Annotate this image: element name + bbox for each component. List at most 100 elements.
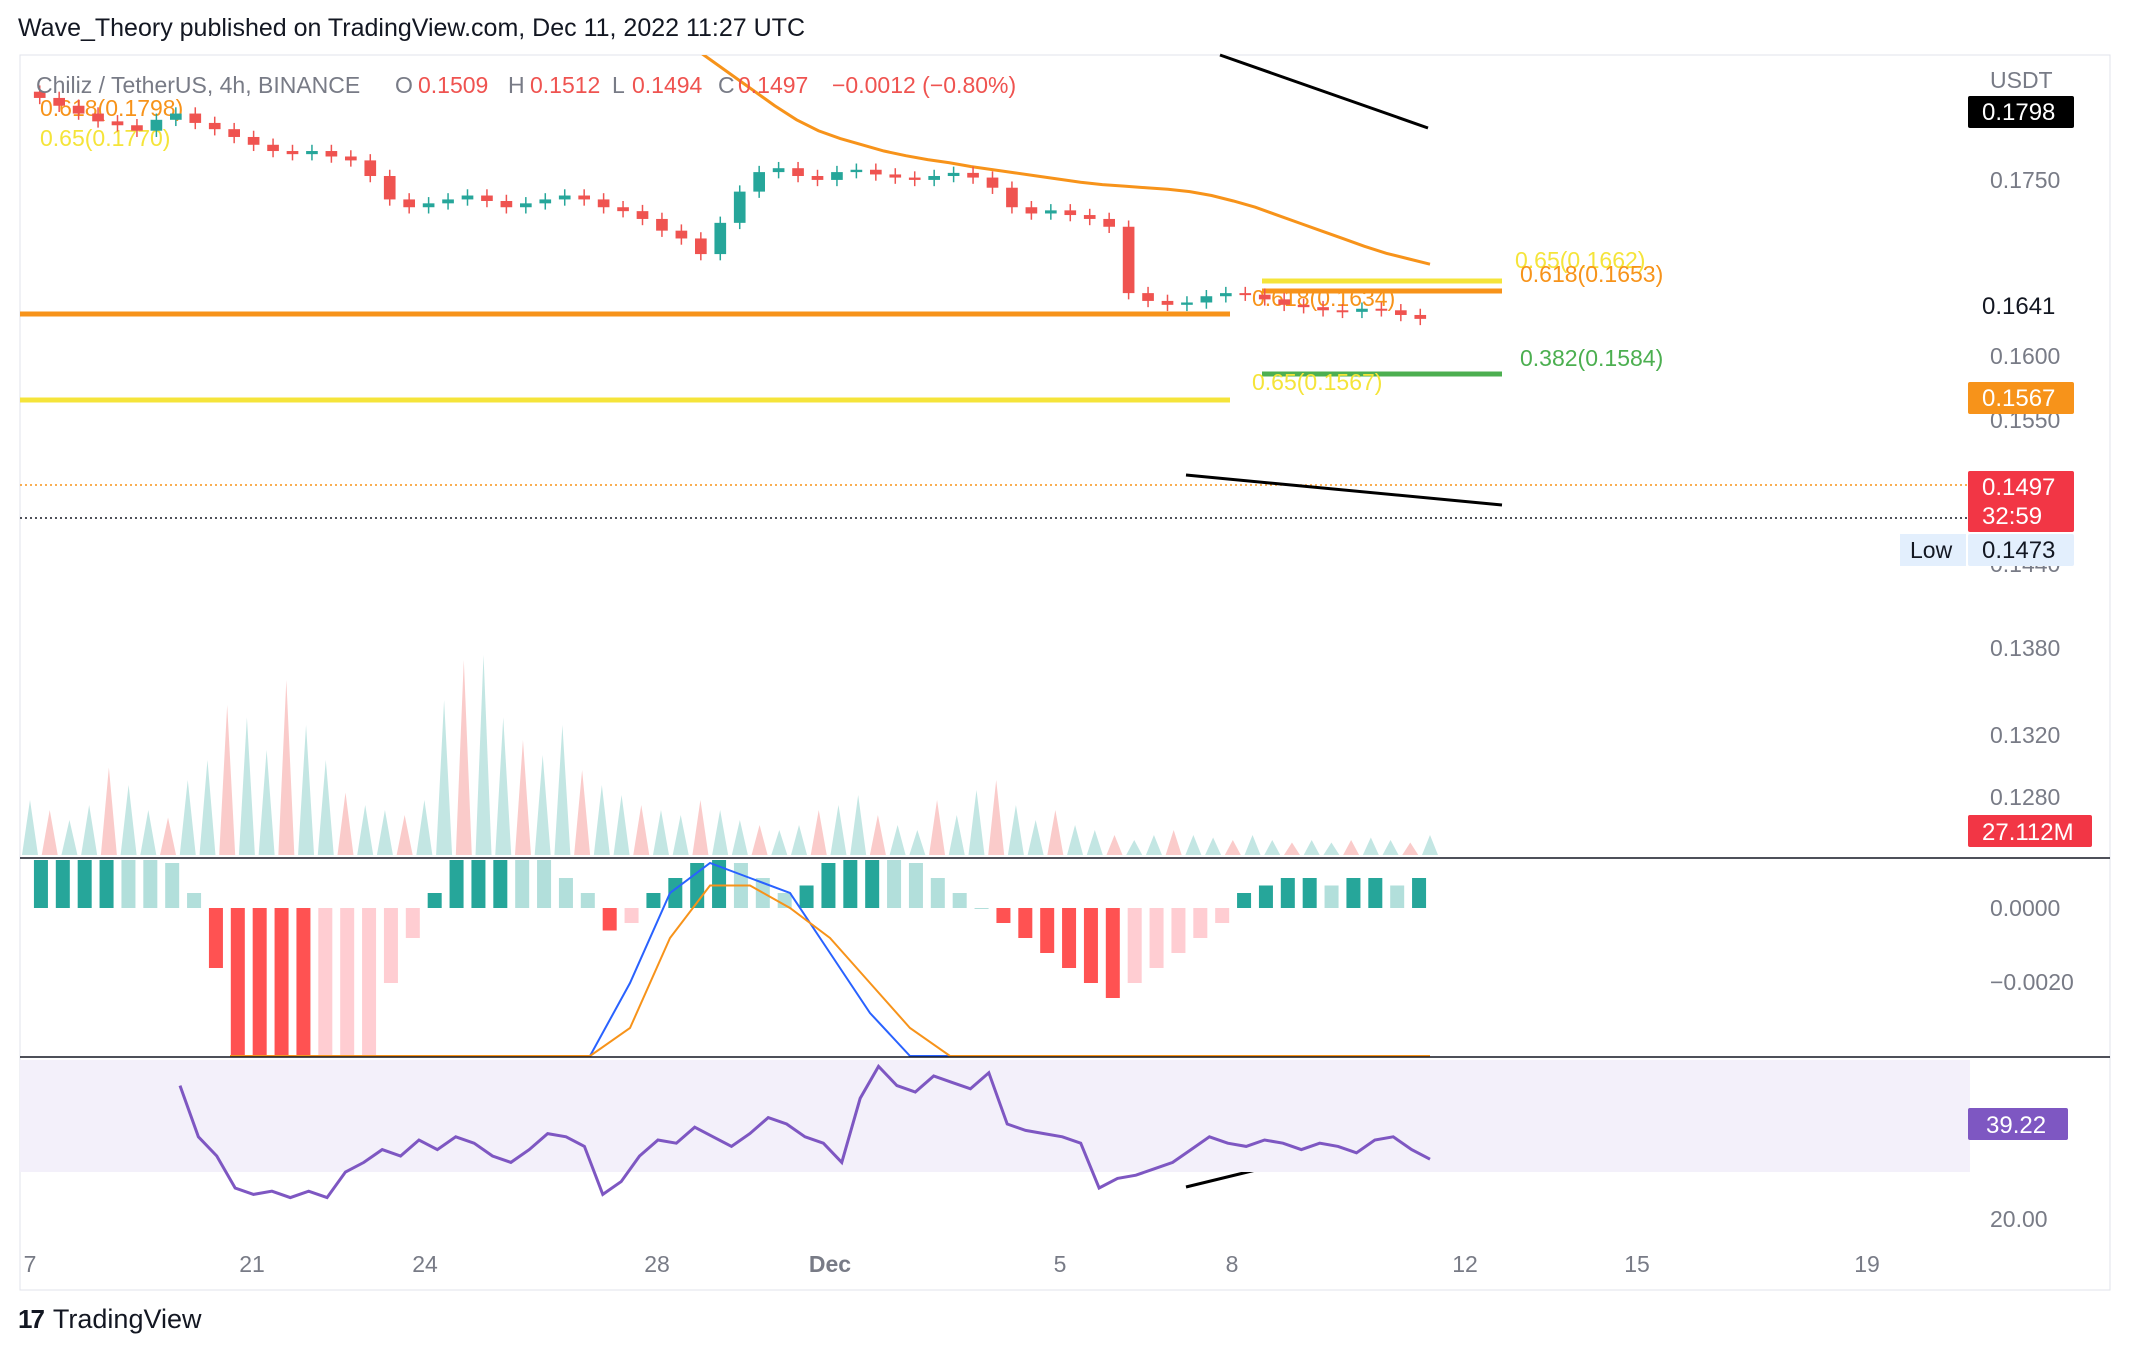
time-axis-label: 15 <box>1624 1251 1650 1277</box>
macd-histogram-bar <box>1412 878 1427 908</box>
macd-histogram-bar <box>187 893 202 908</box>
macd-histogram-bar <box>974 908 989 909</box>
time-axis-label: 7 <box>24 1251 37 1277</box>
candle-body <box>247 136 260 145</box>
macd-axis-tick: −0.0020 <box>1990 969 2074 995</box>
candle-body <box>675 230 688 239</box>
candle-body <box>1258 294 1271 300</box>
macd-histogram-bar <box>515 860 530 908</box>
level-label: 0.65(0.1567) <box>1252 369 1382 395</box>
candle-body <box>33 91 46 98</box>
price-axis-tick: 0.1750 <box>1990 167 2060 193</box>
macd-histogram-bar <box>777 893 792 908</box>
candle-body <box>792 168 804 177</box>
rsi-badge-value: 39.22 <box>1986 1112 2046 1139</box>
macd-histogram-bar <box>230 908 245 1056</box>
candle-body <box>1414 314 1427 319</box>
macd-histogram-bar <box>405 908 420 938</box>
legend-text: −0.0012 (−0.80%) <box>832 72 1016 98</box>
price-axis-tick: 0.1600 <box>1990 343 2060 369</box>
candle-body <box>656 218 668 231</box>
macd-histogram-bar <box>865 860 880 908</box>
candle-body <box>597 199 610 208</box>
candle-body <box>889 174 902 178</box>
level-label: 0.382(0.1584) <box>1520 345 1663 371</box>
candle-body <box>714 222 727 255</box>
moving-average-line <box>701 55 1431 266</box>
macd-histogram-bar <box>580 893 595 908</box>
macd-histogram-bar <box>799 885 814 908</box>
macd-histogram-bar <box>296 908 311 1056</box>
time-axis-label: Dec <box>809 1251 851 1277</box>
price-badge-value: 0.1641 <box>1982 293 2055 320</box>
time-axis-label: 5 <box>1054 1251 1067 1277</box>
macd-histogram-bar <box>1324 885 1339 908</box>
macd-histogram-bar <box>843 860 858 908</box>
macd-axis-tick: 0.0000 <box>1990 895 2060 921</box>
publisher-header: Wave_Theory published on TradingView.com… <box>18 14 806 42</box>
trendline-upper <box>1219 53 1429 130</box>
candle-body <box>92 113 104 122</box>
legend-text: Chiliz / TetherUS, 4h, BINANCE <box>36 72 360 98</box>
candle-body <box>1200 296 1213 303</box>
macd-histogram-bar <box>624 908 639 923</box>
price-badge <box>1968 471 2074 503</box>
price-badge-label: Low <box>1910 537 1953 563</box>
legend-text: 0.1497 <box>738 72 808 98</box>
tradingview-brand[interactable]: 17 TradingView <box>18 1304 202 1335</box>
macd-histogram-bar <box>1127 908 1142 983</box>
candle-body <box>558 195 571 200</box>
macd-histogram-bar <box>1302 878 1317 908</box>
candle-body <box>1317 307 1329 311</box>
legend-text: O <box>395 72 413 98</box>
candle-body <box>947 172 960 177</box>
macd-histogram-bar <box>1215 908 1230 923</box>
macd-histogram-bar <box>712 860 727 908</box>
candle-body <box>1064 210 1077 216</box>
candle-body <box>1375 308 1388 311</box>
candle-body <box>267 144 279 152</box>
macd-histogram-bar <box>558 878 573 908</box>
macd-histogram-bar <box>1171 908 1186 953</box>
price-axis-tick: 0.1380 <box>1990 635 2060 661</box>
macd-histogram-bar <box>1258 885 1273 908</box>
candle-body <box>170 113 182 120</box>
candle-body <box>228 129 240 137</box>
candle-body <box>967 172 979 178</box>
volume-badge <box>1968 815 2092 847</box>
price-badge-value: 32:59 <box>1982 503 2042 530</box>
macd-histogram-bar <box>646 893 661 908</box>
macd-histogram-bar <box>383 908 398 983</box>
macd-histogram-bar <box>165 863 180 908</box>
macd-histogram-bar <box>1062 908 1077 968</box>
macd-histogram-bar <box>340 908 355 1056</box>
time-axis-label: 8 <box>1226 1251 1239 1277</box>
candle-body <box>753 172 765 192</box>
time-axis-label: 24 <box>412 1251 438 1277</box>
price-badge-value: 0.1497 <box>1982 474 2055 501</box>
macd-histogram-bar <box>427 893 442 908</box>
price-axis-tick: 0.1320 <box>1990 722 2060 748</box>
macd-histogram-bar <box>493 860 508 908</box>
macd-histogram-bar <box>1149 908 1164 968</box>
candle-body <box>403 199 415 208</box>
level-label: 0.65(0.1770) <box>40 125 170 151</box>
candle-body <box>286 151 299 155</box>
macd-histogram-bar <box>1105 908 1120 998</box>
candle-body <box>636 211 649 219</box>
candle-body <box>986 177 999 188</box>
candle-body <box>364 160 377 177</box>
candle-body <box>617 207 629 212</box>
price-chart[interactable]: 0.618(0.1798)0.65(0.1770)0.65(0.1662)0.6… <box>0 0 2132 1300</box>
candle-body <box>1239 293 1252 296</box>
macd-histogram-bar <box>908 863 923 908</box>
price-badge <box>1968 500 2074 532</box>
candle-body <box>539 199 552 204</box>
price-badge-value: 0.1567 <box>1982 385 2055 412</box>
candle-body <box>578 195 590 200</box>
macd-histogram-bar <box>274 908 289 1056</box>
price-badge <box>1968 382 2074 414</box>
legend-text: 0.1512 <box>530 72 600 98</box>
candle-body <box>908 177 921 180</box>
candle-body <box>520 203 532 208</box>
